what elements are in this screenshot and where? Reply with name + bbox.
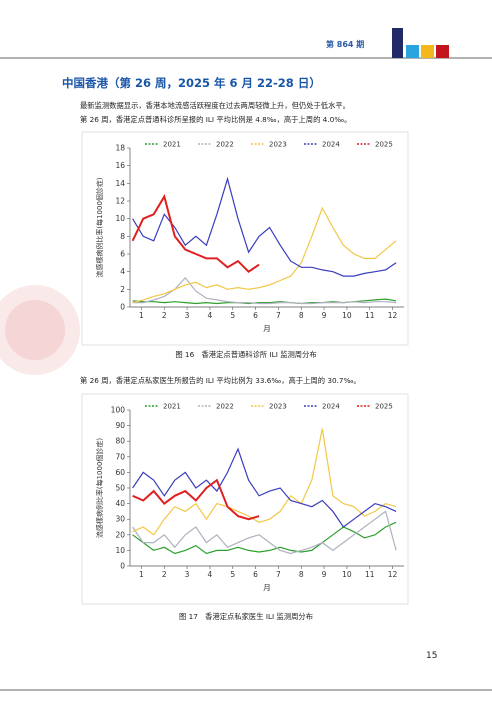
y-tick-label: 60: [115, 468, 125, 477]
series-line: [132, 276, 397, 305]
x-tick-label: 12: [388, 570, 398, 579]
legend-label: 2024: [322, 403, 340, 411]
y-tick-label: 14: [115, 179, 125, 188]
legend-label: 2021: [163, 403, 181, 411]
x-tick-label: 2: [162, 311, 167, 320]
x-tick-label: 3: [185, 311, 190, 320]
y-tick-label: 12: [115, 197, 125, 206]
y-axis-label: 流感樣病例比率(每1000個診症): [95, 438, 104, 539]
y-tick-label: 20: [115, 530, 125, 539]
y-tick-label: 80: [115, 437, 125, 446]
x-tick-label: 2: [162, 570, 167, 579]
legend-label: 2022: [216, 141, 234, 149]
legend-label: 2025: [375, 141, 393, 149]
x-tick-label: 1: [139, 311, 144, 320]
x-axis-label: 月: [263, 583, 271, 592]
x-tick-label: 6: [253, 311, 258, 320]
series-line: [131, 194, 260, 273]
x-tick-label: 9: [322, 311, 327, 320]
series-line: [132, 478, 260, 521]
y-axis-label: 流感樣病例比率(每1000個診症): [95, 177, 104, 278]
y-tick-label: 6: [120, 250, 125, 259]
x-tick-label: 4: [208, 311, 213, 320]
y-tick-label: 100: [111, 406, 126, 415]
paragraph: 第 26 周，香港定点私家医生所报告的 ILI 平均比例为 33.6‰，高于上周…: [80, 376, 361, 385]
x-tick-label: 11: [365, 311, 375, 320]
y-tick-label: 90: [115, 421, 125, 430]
legend-label: 2023: [269, 141, 287, 149]
x-tick-label: 8: [299, 311, 304, 320]
y-tick-label: 8: [120, 232, 125, 241]
paragraph: 第 26 周，香港定点普通科诊所呈报的 ILI 平均比例是 4.8‰，高于上周的…: [80, 115, 352, 124]
x-tick-label: 7: [276, 311, 281, 320]
x-tick-label: 4: [208, 570, 213, 579]
x-tick-label: 3: [185, 570, 190, 579]
series-line: [132, 298, 397, 305]
x-axis-label: 月: [263, 324, 271, 333]
legend-label: 2024: [322, 141, 340, 149]
x-tick-label: 9: [322, 570, 327, 579]
y-tick-label: 4: [120, 267, 125, 276]
y-tick-label: 0: [120, 562, 125, 571]
x-tick-label: 11: [365, 570, 375, 579]
x-tick-label: 10: [342, 570, 352, 579]
series-line: [132, 428, 397, 536]
y-tick-label: 16: [115, 161, 125, 170]
legend-label: 2022: [216, 403, 234, 411]
y-tick-label: 18: [115, 144, 125, 153]
issue: 第 864 期: [326, 40, 365, 49]
series-line: [132, 510, 397, 555]
y-tick-label: 10: [115, 214, 125, 223]
x-tick-label: 5: [230, 311, 235, 320]
x-tick-label: 6: [253, 570, 258, 579]
y-tick-label: 2: [120, 285, 125, 294]
legend-label: 2025: [375, 403, 393, 411]
y-tick-label: 50: [115, 484, 125, 493]
caption: 图 17 香港定点私家医生 ILI 监测周分布: [178, 612, 314, 621]
series-line: [132, 447, 397, 528]
x-tick-label: 8: [299, 570, 304, 579]
y-tick-label: 70: [115, 452, 125, 461]
x-tick-label: 12: [388, 311, 398, 320]
paragraph: 最新监测数据显示，香港本地流感活跃程度在过去两周轻微上升，但仍处于低水平。: [80, 101, 350, 110]
y-tick-label: 10: [115, 546, 125, 555]
series-line: [132, 521, 397, 555]
series-line: [132, 176, 397, 277]
title: 中国香港（第 26 周，2025 年 6 月 22-28 日）: [62, 76, 321, 90]
x-tick-label: 5: [230, 570, 235, 579]
legend-label: 2021: [163, 141, 181, 149]
y-tick-label: 30: [115, 515, 125, 524]
legend-label: 2023: [269, 403, 287, 411]
y-tick-label: 40: [115, 499, 125, 508]
x-tick-label: 7: [276, 570, 281, 579]
x-tick-label: 10: [342, 311, 352, 320]
x-tick-label: 1: [139, 570, 144, 579]
page-number: 15: [426, 651, 438, 661]
series-line: [132, 206, 397, 304]
y-tick-label: 0: [120, 303, 125, 312]
caption: 图 16 香港定点普通科诊所 ILI 监测周分布: [175, 350, 317, 359]
